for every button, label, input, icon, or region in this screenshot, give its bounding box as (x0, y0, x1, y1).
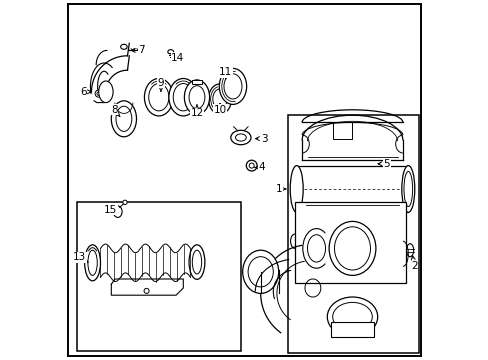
Ellipse shape (99, 81, 113, 103)
Ellipse shape (208, 84, 231, 114)
Ellipse shape (249, 163, 254, 168)
Ellipse shape (111, 101, 136, 137)
Bar (77, 202, 241, 351)
Text: 9: 9 (157, 78, 164, 91)
Ellipse shape (403, 171, 412, 207)
Ellipse shape (332, 302, 371, 331)
Ellipse shape (192, 250, 201, 274)
Ellipse shape (97, 92, 101, 95)
Text: 3: 3 (255, 134, 267, 144)
Ellipse shape (189, 245, 204, 279)
Ellipse shape (235, 134, 246, 141)
Bar (296, 166, 407, 212)
Text: 8: 8 (111, 105, 120, 117)
Text: 5: 5 (377, 159, 389, 169)
Ellipse shape (167, 50, 173, 54)
Bar (191, 80, 202, 84)
Ellipse shape (247, 257, 273, 287)
Ellipse shape (88, 250, 97, 275)
Ellipse shape (219, 68, 246, 104)
Ellipse shape (212, 89, 227, 109)
Ellipse shape (230, 130, 250, 145)
Text: 2: 2 (410, 256, 417, 271)
Ellipse shape (184, 80, 209, 114)
Text: 10: 10 (213, 104, 226, 115)
Bar (288, 115, 418, 353)
Ellipse shape (95, 90, 102, 97)
Text: 7: 7 (131, 45, 145, 55)
Text: 14: 14 (170, 53, 184, 63)
Bar (294, 202, 406, 283)
Ellipse shape (148, 84, 168, 111)
Ellipse shape (289, 166, 303, 212)
Text: 13: 13 (73, 252, 88, 262)
Ellipse shape (84, 245, 101, 281)
Text: 11: 11 (219, 67, 232, 79)
Ellipse shape (326, 297, 377, 337)
Ellipse shape (113, 206, 122, 217)
Ellipse shape (334, 227, 370, 270)
Ellipse shape (144, 78, 173, 116)
Ellipse shape (328, 221, 375, 275)
Ellipse shape (242, 250, 278, 293)
Text: 15: 15 (104, 204, 118, 215)
Ellipse shape (401, 166, 414, 212)
Ellipse shape (246, 160, 257, 171)
Bar (332, 122, 352, 139)
Ellipse shape (307, 235, 325, 262)
Ellipse shape (122, 200, 127, 204)
Text: 4: 4 (255, 162, 264, 172)
Ellipse shape (189, 86, 204, 109)
Text: 6: 6 (80, 87, 91, 97)
Text: 12: 12 (190, 105, 203, 118)
Bar (191, 111, 202, 114)
Ellipse shape (144, 288, 149, 293)
Ellipse shape (406, 244, 413, 257)
Ellipse shape (121, 44, 127, 49)
Ellipse shape (168, 78, 197, 116)
Text: 1: 1 (275, 184, 285, 194)
Ellipse shape (116, 106, 132, 131)
Ellipse shape (173, 84, 193, 111)
Ellipse shape (224, 74, 242, 99)
Bar (330, 322, 373, 337)
